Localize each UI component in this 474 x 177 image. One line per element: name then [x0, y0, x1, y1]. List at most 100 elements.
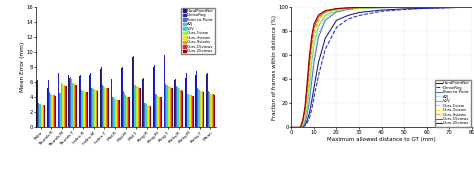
X-axis label: Maximum allowed distance to GT (mm): Maximum allowed distance to GT (mm) — [327, 137, 436, 142]
Bar — [158, 96, 159, 127]
Bar — [142, 79, 143, 127]
Bar — [48, 80, 49, 127]
Bar — [189, 94, 190, 127]
Bar — [208, 91, 209, 127]
Bar — [64, 85, 65, 127]
Bar — [92, 88, 93, 127]
Bar — [118, 100, 119, 127]
Bar — [107, 88, 108, 127]
Bar — [105, 88, 106, 127]
Bar — [197, 88, 198, 127]
Bar — [185, 78, 186, 127]
Bar — [188, 94, 189, 127]
Bar — [159, 97, 160, 127]
Bar — [201, 91, 202, 127]
Bar — [72, 83, 73, 127]
Bar — [164, 55, 165, 127]
Bar — [76, 85, 77, 127]
Bar — [104, 87, 105, 127]
Bar — [61, 83, 62, 127]
Bar — [146, 104, 147, 127]
Bar — [74, 84, 75, 127]
Bar — [40, 104, 41, 127]
Y-axis label: Fraction of frames within distance (%): Fraction of frames within distance (%) — [272, 15, 277, 120]
Bar — [42, 105, 43, 127]
Bar — [170, 87, 171, 127]
Bar — [154, 65, 155, 127]
Bar — [206, 74, 207, 127]
Bar — [147, 105, 148, 127]
Bar — [125, 95, 126, 127]
Bar — [207, 73, 208, 127]
Bar — [157, 96, 158, 127]
Bar — [100, 69, 101, 127]
Bar — [55, 96, 56, 127]
Bar — [196, 71, 197, 127]
Bar — [60, 93, 61, 127]
Bar — [211, 94, 212, 127]
Bar — [68, 75, 69, 127]
Bar — [209, 92, 210, 127]
Bar — [81, 89, 82, 127]
Bar — [122, 67, 123, 127]
Bar — [167, 85, 168, 127]
Bar — [117, 100, 118, 127]
Bar — [71, 79, 72, 127]
Bar — [37, 80, 38, 127]
Bar — [139, 88, 140, 127]
Bar — [124, 93, 125, 127]
Bar — [172, 88, 173, 127]
Bar — [50, 94, 51, 127]
Bar — [43, 105, 44, 127]
Bar — [90, 73, 91, 127]
Bar — [176, 86, 177, 127]
Bar — [45, 105, 46, 127]
Bar — [126, 96, 127, 127]
Y-axis label: Mean Error (mm): Mean Error (mm) — [19, 42, 25, 92]
Bar — [137, 86, 138, 127]
Bar — [53, 95, 54, 127]
Bar — [180, 89, 181, 127]
Bar — [63, 85, 64, 127]
Bar — [110, 79, 111, 127]
Bar — [101, 67, 102, 127]
Bar — [115, 99, 116, 127]
Bar — [138, 87, 139, 127]
Bar — [38, 103, 39, 127]
Bar — [82, 91, 83, 127]
Bar — [128, 97, 129, 127]
Bar — [166, 85, 167, 127]
Bar — [106, 88, 107, 127]
Bar — [62, 84, 63, 127]
Bar — [129, 97, 130, 127]
Bar — [114, 98, 115, 127]
Bar — [182, 91, 183, 127]
Bar — [190, 95, 191, 127]
Bar — [58, 73, 59, 127]
Bar — [171, 88, 172, 127]
Bar — [108, 88, 109, 127]
Bar — [73, 84, 74, 127]
Bar — [36, 81, 37, 127]
Bar — [116, 99, 117, 127]
Bar — [113, 97, 114, 127]
Bar — [132, 57, 133, 127]
Bar — [153, 67, 154, 127]
Legend: HandPointNet, DenseReg, Point-to-Point, A2J, V2V, Ours-1view, Ours-3views, Ours-: HandPointNet, DenseReg, Point-to-Point, … — [182, 8, 215, 54]
Bar — [134, 84, 135, 127]
Bar — [91, 88, 92, 127]
Bar — [79, 76, 80, 127]
Bar — [44, 105, 45, 127]
Bar — [49, 92, 50, 127]
Bar — [87, 92, 88, 127]
Bar — [41, 105, 42, 127]
Bar — [148, 105, 149, 127]
Bar — [85, 92, 86, 127]
Bar — [95, 90, 96, 127]
Bar — [54, 95, 55, 127]
Bar — [199, 90, 200, 127]
Bar — [214, 95, 215, 127]
Bar — [86, 92, 87, 127]
Bar — [174, 80, 175, 127]
Bar — [191, 95, 192, 127]
